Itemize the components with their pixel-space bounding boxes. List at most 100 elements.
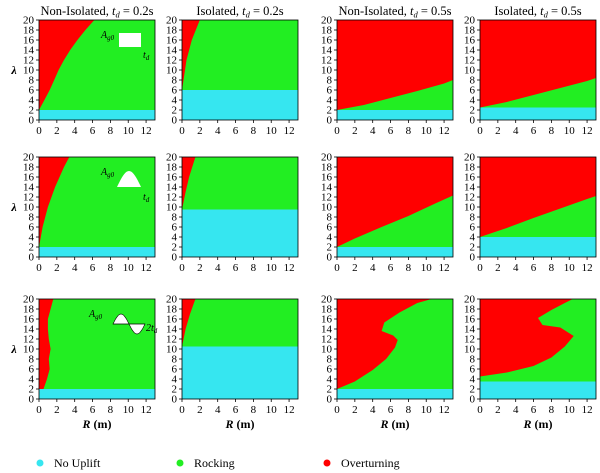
x-tick-label: 8: [251, 125, 257, 137]
y-tick-label: 0: [172, 115, 178, 127]
x-tick-label: 12: [439, 262, 450, 274]
y-tick-label: 0: [327, 394, 333, 406]
y-tick-label: 20: [23, 294, 35, 306]
pulse-inset-rectangular: Ag0 td: [100, 30, 150, 62]
x-tick-label: 6: [90, 404, 96, 416]
y-tick-label: 20: [464, 152, 476, 164]
x-tick-label: 0: [36, 404, 42, 416]
pulse-inset-full-sine: Ag0 2td: [88, 309, 158, 335]
x-tick-label: 8: [108, 262, 114, 274]
x-tick-label: 4: [513, 404, 519, 416]
y-tick-label: 8: [172, 354, 178, 366]
x-tick-label: 2: [495, 262, 501, 274]
x-tick-label: 0: [36, 125, 42, 137]
y-tick-label: 18: [166, 304, 178, 316]
x-tick-label: 12: [439, 125, 450, 137]
y-tick-label: 10: [23, 344, 35, 356]
x-tick-label: 0: [334, 404, 340, 416]
y-tick-label: 18: [464, 162, 476, 174]
x-tick-label: 4: [215, 262, 221, 274]
y-tick-label: 8: [29, 354, 35, 366]
y-tick-label: 2: [29, 384, 35, 396]
x-tick-label: 8: [406, 125, 412, 137]
legend-marker: [323, 459, 331, 467]
y-tick-label: 4: [327, 95, 333, 107]
x-tick-label: 6: [388, 125, 394, 137]
y-tick-label: 16: [464, 172, 476, 184]
x-tick-label: 8: [549, 404, 555, 416]
y-tick-label: 16: [166, 314, 178, 326]
y-tick-label: 20: [23, 152, 35, 164]
pulse-duration-label: td: [143, 50, 150, 62]
x-tick-label: 12: [284, 125, 295, 137]
region-no-uplift: [39, 110, 155, 120]
legend-marker: [176, 459, 184, 467]
y-tick-label: 2: [470, 384, 476, 396]
x-tick-label: 2: [54, 125, 60, 137]
y-tick-label: 4: [172, 95, 178, 107]
y-tick-label: 4: [29, 95, 35, 107]
panel-title: Isolated, td = 0.5s: [494, 4, 581, 20]
y-tick-label: 10: [464, 65, 476, 77]
y-tick-label: 10: [464, 202, 476, 214]
y-tick-label: 4: [470, 374, 476, 386]
y-tick-label: 4: [29, 232, 35, 244]
x-tick-label: 4: [72, 125, 78, 137]
y-tick-label: 0: [470, 394, 476, 406]
x-tick-label: 6: [90, 125, 96, 137]
x-tick-label: 2: [352, 404, 358, 416]
y-tick-label: 16: [23, 35, 35, 47]
pulse-amplitude-label: Ag0: [100, 30, 115, 42]
x-tick-label: 8: [108, 125, 114, 137]
y-tick-label: 4: [172, 232, 178, 244]
pulse-duration-label: td: [143, 192, 150, 204]
region-overturning: [480, 299, 574, 377]
y-tick-label: 10: [166, 202, 178, 214]
y-axis-label: λ: [10, 342, 17, 356]
x-tick-label: 0: [334, 262, 340, 274]
x-tick-label: 12: [582, 404, 593, 416]
x-tick-label: 4: [215, 404, 221, 416]
x-tick-label: 10: [266, 125, 278, 137]
y-tick-label: 18: [464, 304, 476, 316]
x-tick-label: 10: [266, 404, 278, 416]
x-tick-label: 4: [370, 262, 376, 274]
x-tick-label: 6: [388, 404, 394, 416]
y-tick-label: 6: [470, 364, 476, 376]
x-tick-label: 0: [477, 125, 483, 137]
x-axis-label: R (m): [81, 417, 111, 431]
pulse-amplitude-label: Ag0: [100, 167, 115, 179]
x-tick-label: 4: [513, 262, 519, 274]
region-overturning: [182, 299, 196, 347]
y-tick-label: 14: [23, 324, 35, 336]
y-tick-label: 14: [166, 45, 178, 57]
x-axis-label: R (m): [224, 417, 254, 431]
panel-title: Non-Isolated, td = 0.2s: [40, 4, 153, 20]
y-tick-label: 20: [464, 15, 476, 27]
y-tick-label: 6: [327, 364, 333, 376]
y-tick-label: 10: [166, 344, 178, 356]
y-tick-label: 2: [470, 242, 476, 254]
region-no-uplift: [182, 90, 298, 120]
x-tick-label: 6: [531, 404, 537, 416]
y-tick-label: 12: [23, 334, 34, 346]
y-tick-label: 8: [29, 212, 35, 224]
y-tick-label: 20: [321, 15, 333, 27]
y-tick-label: 8: [327, 354, 333, 366]
region-overturning: [480, 157, 596, 237]
y-tick-label: 6: [29, 364, 35, 376]
x-tick-label: 8: [251, 262, 257, 274]
y-tick-label: 4: [327, 232, 333, 244]
region-overturning: [182, 157, 196, 210]
region-no-uplift: [39, 389, 155, 399]
y-tick-label: 14: [464, 182, 476, 194]
y-tick-label: 4: [470, 232, 476, 244]
y-tick-label: 12: [321, 192, 332, 204]
x-tick-label: 12: [582, 125, 593, 137]
legend-label: No Uplift: [54, 456, 101, 470]
y-tick-label: 10: [321, 65, 333, 77]
y-tick-label: 16: [23, 314, 35, 326]
y-tick-label: 4: [172, 374, 178, 386]
